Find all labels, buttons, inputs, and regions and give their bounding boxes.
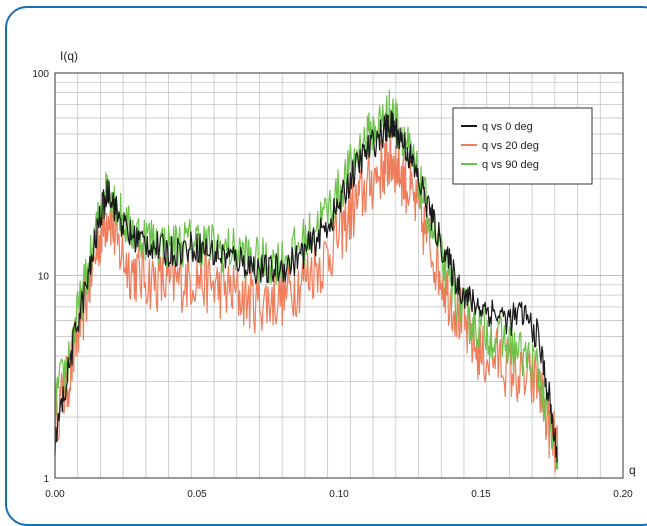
tick-labels: 0.00 0.05 0.10 0.15 0.20 1 10 100 [32,69,633,500]
x-tick-label: 0.15 [471,489,491,500]
legend-entry-label: q vs 90 deg [482,159,539,171]
y-axis-title: I(q) [60,49,78,63]
x-axis-title: q [629,463,636,477]
legend-entry-label: q vs 0 deg [482,121,533,133]
plot-area-border [54,72,624,479]
x-tick-label: 0.20 [613,489,633,500]
series-line [54,110,558,463]
series-line [54,125,559,473]
y-tick-label: 1 [43,474,49,485]
y-tick-label: 10 [38,272,50,283]
chart: 0.00 0.05 0.10 0.15 0.20 1 10 100 I(q) q q vs 0… [32,49,636,500]
y-tick-label: 100 [32,69,49,80]
legend: q vs 0 deg q vs 20 deg q vs 90 deg [452,107,593,185]
series-layer [54,89,559,473]
legend-entry-label: q vs 20 deg [482,140,539,152]
x-tick-label: 0.00 [45,489,65,500]
series-line [54,89,559,470]
x-tick-label: 0.10 [329,489,349,500]
x-tick-label: 0.05 [187,489,207,500]
